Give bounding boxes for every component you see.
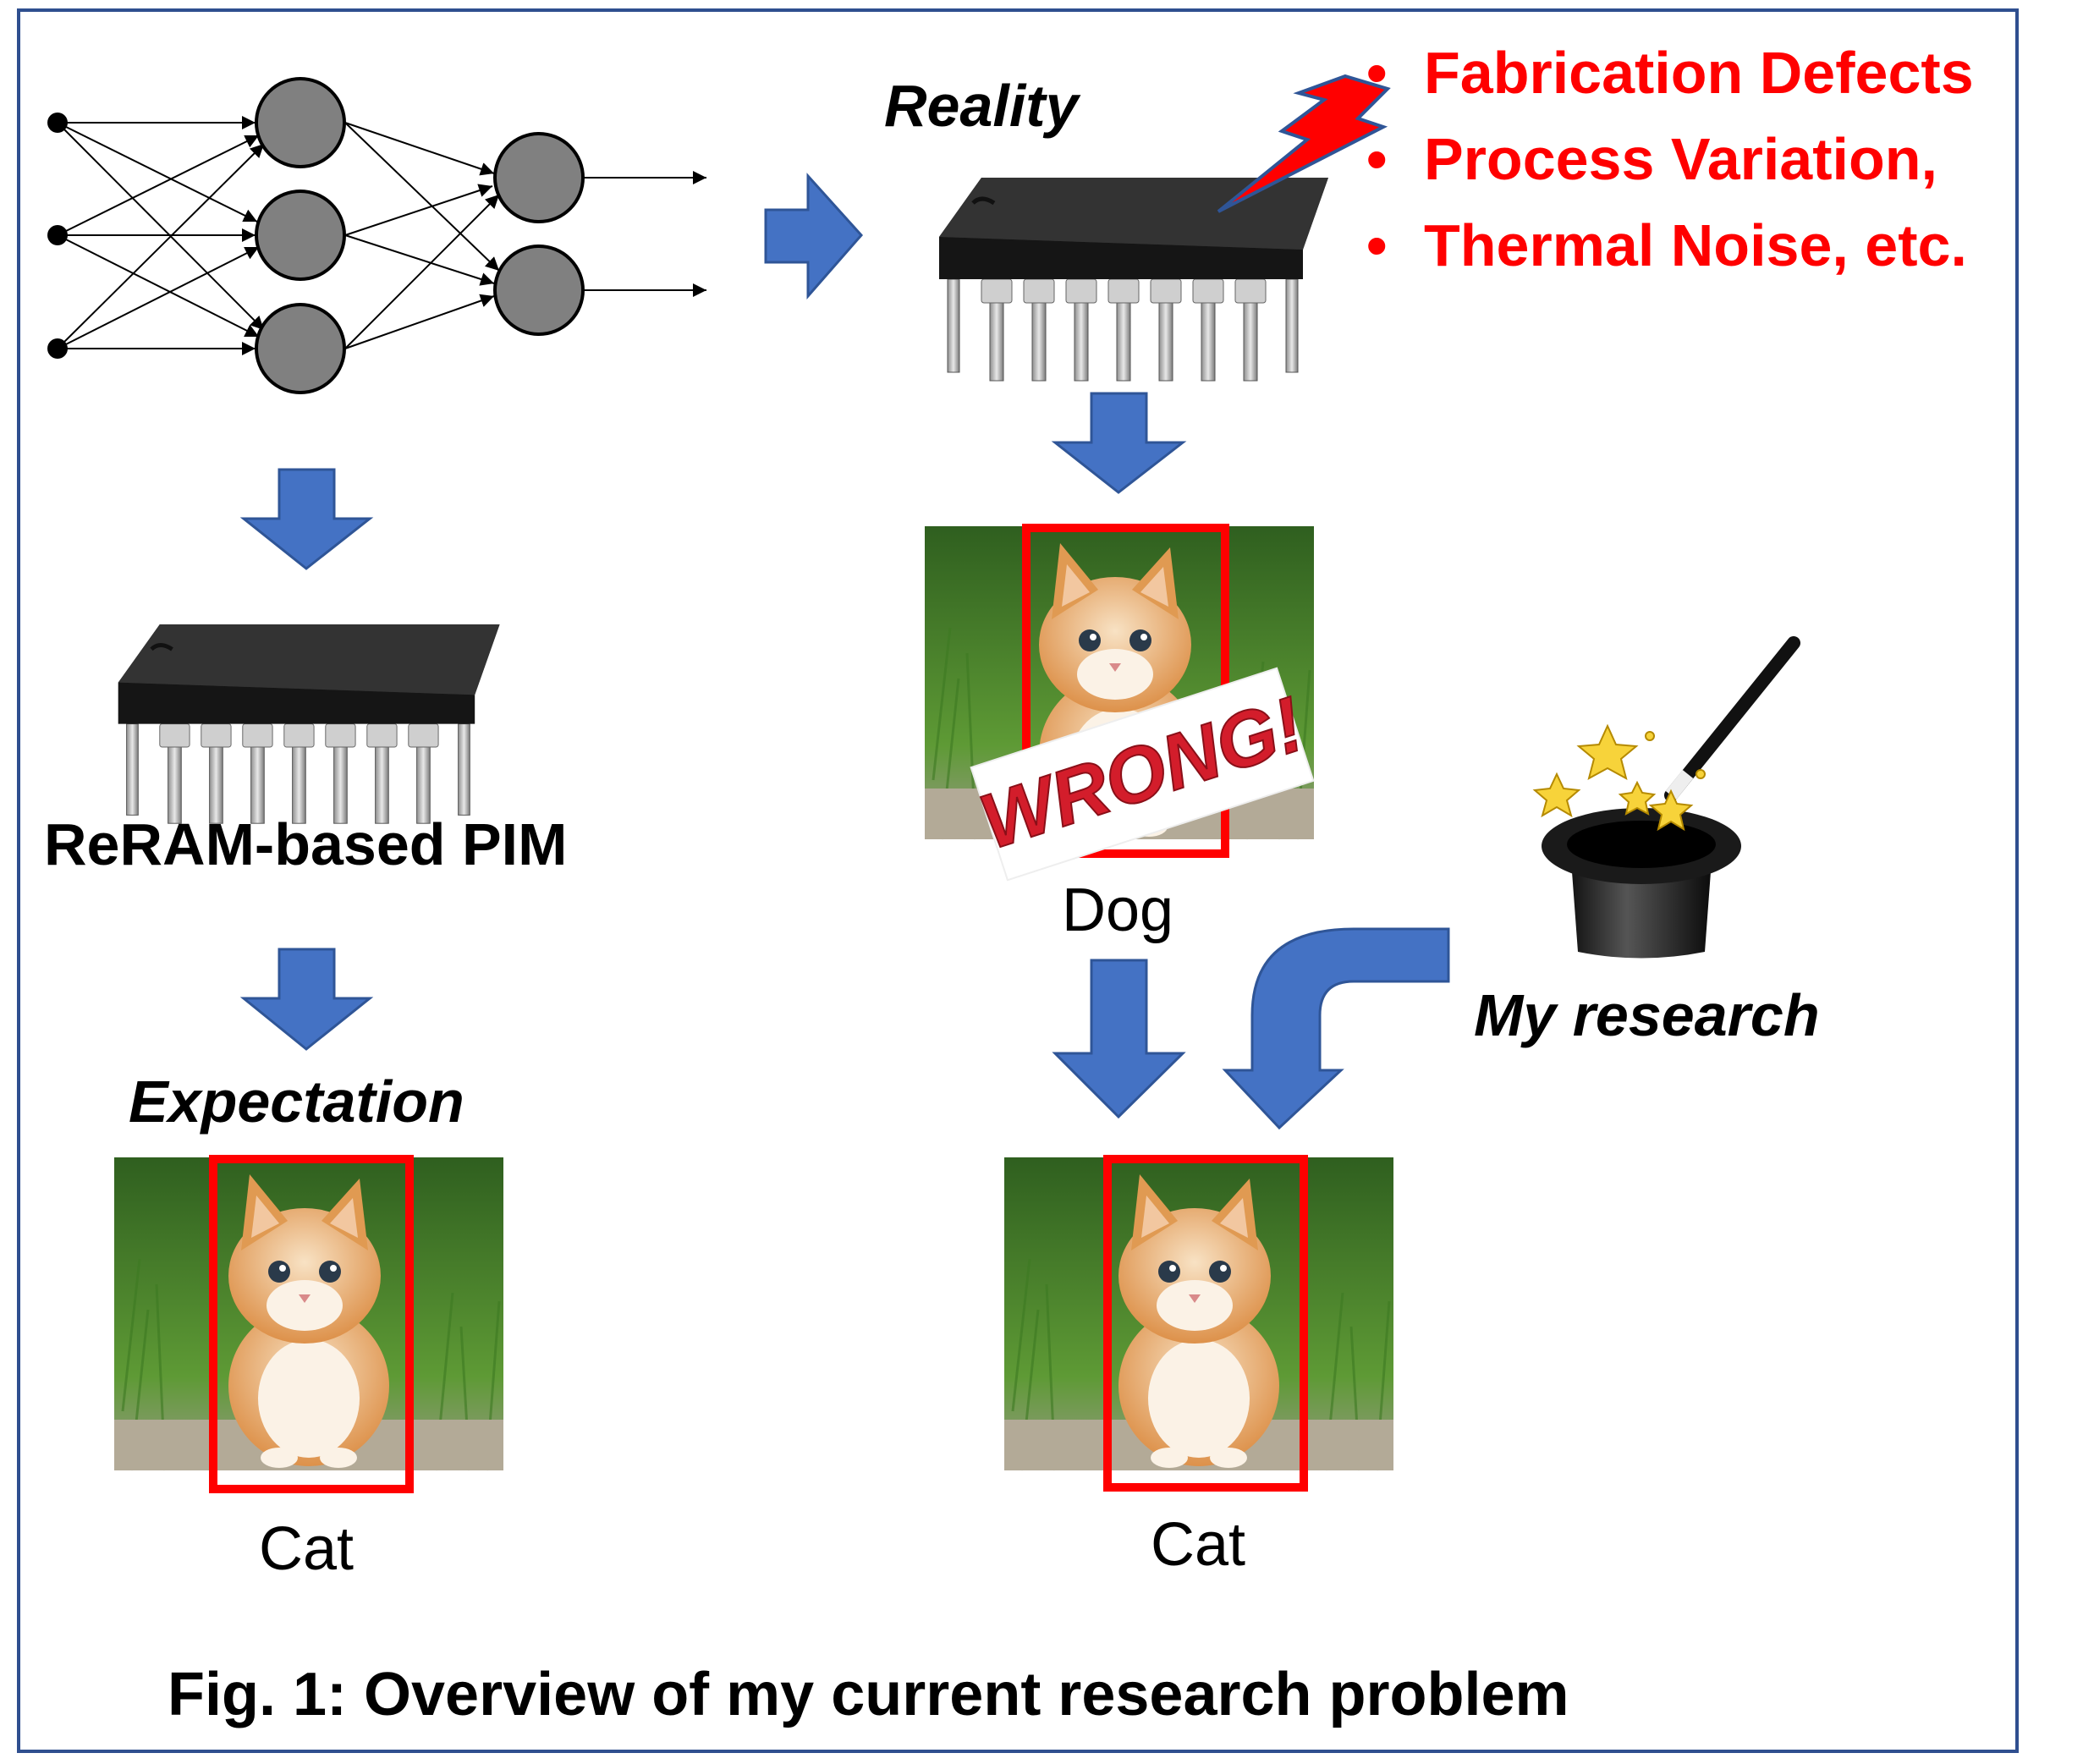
research-label: My research: [1474, 982, 1820, 1048]
arrow-down-4: [1052, 959, 1186, 1119]
star-sparkles: [1532, 723, 1706, 832]
noise-source-item: • Process Variation,: [1366, 126, 1937, 192]
arrow-down-2: [239, 948, 374, 1051]
arrow-down-3: [1051, 392, 1187, 494]
neural-network-icon: [47, 77, 706, 394]
expectation-result-label: Cat: [259, 1515, 354, 1583]
noise-source-list: • Fabrication Defects • Process Variation,…: [1366, 30, 1974, 289]
figure-frame: [17, 8, 2019, 1753]
figure-caption: Fig. 1: Overview of my current research …: [168, 1661, 1569, 1728]
reality-result-label: Dog: [1062, 877, 1174, 944]
ic-chip-icon: [118, 624, 500, 823]
noise-source-item: • Thermal Noise, etc.: [1366, 212, 1967, 278]
lightning-bolt-icon: [1217, 74, 1391, 213]
cat-photo-icon-corrected: [1003, 1155, 1395, 1492]
arrow-right: [764, 173, 864, 299]
magic-wand-icon: [1664, 636, 1800, 802]
ic-chip-icon-reality: [939, 178, 1328, 381]
arrow-curved: [1222, 927, 1450, 1130]
noise-source-item: • Fabrication Defects: [1366, 40, 1974, 106]
reality-label: Reality: [884, 73, 1079, 139]
cat-photo-icon-expectation: [113, 1155, 505, 1493]
magic-hat-icon: [1542, 808, 1741, 959]
chip-label: ReRAM-based PIM: [44, 811, 568, 877]
arrow-down-1: [239, 468, 374, 570]
corrected-result-label: Cat: [1151, 1511, 1246, 1579]
expectation-label: Expectation: [129, 1069, 464, 1135]
